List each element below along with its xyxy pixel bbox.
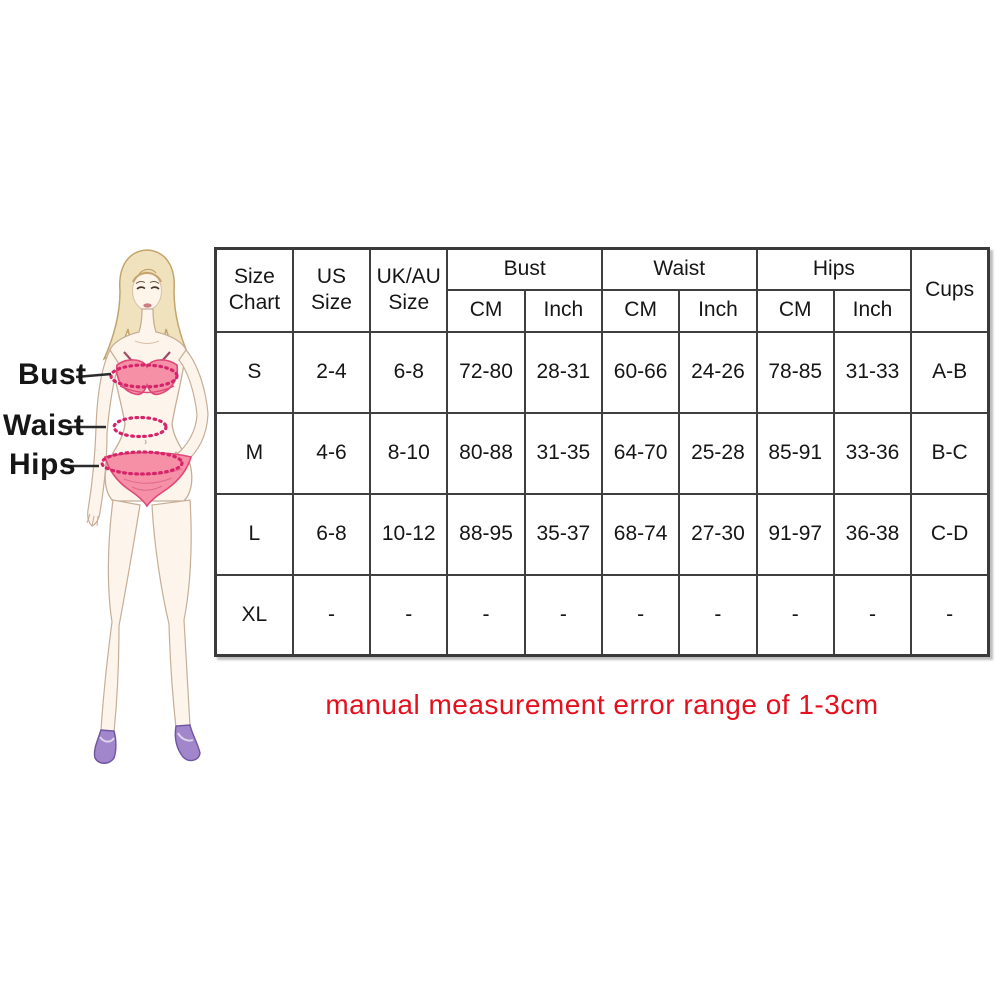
col-header-uk-au-size: UK/AU Size	[369, 247, 449, 333]
cell-waist-cm: 64-70	[600, 411, 681, 495]
cell-hips-cm: 85-91	[755, 411, 835, 495]
cell-bust-cm: 80-88	[446, 411, 526, 495]
col-header-hips-cm: CM	[755, 288, 835, 333]
cell-uk-au: 6-8	[369, 330, 449, 414]
cell-hips-inch: 31-33	[832, 330, 913, 414]
cell-cups: A-B	[910, 330, 990, 414]
left-leg	[100, 499, 141, 733]
bust-leader-line	[75, 372, 112, 379]
cell-us: 6-8	[291, 492, 372, 576]
measurement-note: manual measurement error range of 1-3cm	[325, 689, 879, 720]
right-leg	[151, 499, 192, 729]
cell-waist-inch: -	[678, 573, 758, 657]
cell-uk-au: -	[369, 573, 449, 657]
cell-hips-inch: -	[832, 573, 913, 657]
cell-hips-cm: 78-85	[755, 330, 835, 414]
cell-bust-cm: 88-95	[446, 492, 526, 576]
col-header-bust-inch: Inch	[523, 288, 603, 333]
cell-bust-cm: 72-80	[446, 330, 526, 414]
cell-us: 2-4	[291, 330, 372, 414]
table-row-size-xl: XL - - - - - - - - -	[214, 573, 990, 657]
cell-waist-inch: 24-26	[678, 330, 758, 414]
hips-label: Hips	[9, 448, 77, 481]
cell-hips-inch: 36-38	[832, 492, 913, 576]
waist-label: Waist	[3, 409, 85, 442]
col-header-hips: Hips	[755, 247, 913, 291]
cell-bust-inch: 31-35	[523, 411, 603, 495]
cell-size: L	[214, 492, 294, 576]
header-group-row: Size Chart US Size UK/AU Size Bust Waist…	[214, 247, 990, 333]
cell-waist-cm: -	[600, 573, 681, 657]
col-header-waist: Waist	[600, 247, 758, 291]
col-header-us-size: US Size	[291, 247, 372, 333]
cell-hips-cm: 91-97	[755, 492, 835, 576]
table-row-size-s: S 2-4 6-8 72-80 28-31 60-66 24-26 78-85 …	[214, 330, 990, 414]
cell-cups: B-C	[910, 411, 990, 495]
cell-us: -	[291, 573, 372, 657]
col-header-hips-inch: Inch	[832, 288, 913, 333]
col-header-bust-cm: CM	[446, 288, 526, 333]
cell-bust-inch: 35-37	[523, 492, 603, 576]
table-row-size-m: M 4-6 8-10 80-88 31-35 64-70 25-28 85-91…	[214, 411, 990, 495]
waist-measure-ellipse	[112, 415, 168, 439]
col-header-waist-cm: CM	[600, 288, 681, 333]
eyes	[136, 286, 160, 290]
cell-cups: C-D	[910, 492, 990, 576]
table-row-size-l: L 6-8 10-12 88-95 35-37 68-74 27-30 91-9…	[214, 492, 990, 576]
cell-waist-cm: 60-66	[600, 330, 681, 414]
bust-label: Bust	[18, 358, 87, 391]
cell-cups: -	[910, 573, 990, 657]
lips	[143, 303, 152, 308]
cell-hips-cm: -	[755, 573, 835, 657]
header-unit-row: CM Inch CM Inch CM Inch	[216, 288, 989, 333]
cell-waist-inch: 27-30	[678, 492, 758, 576]
cell-uk-au: 8-10	[369, 411, 449, 495]
col-header-size-chart: Size Chart	[214, 247, 294, 333]
hips-measure-ellipse	[100, 450, 184, 476]
woman-sketch-illustration	[63, 249, 209, 764]
left-shoe	[93, 729, 117, 764]
bust-measure-ellipse	[109, 363, 179, 389]
cell-hips-inch: 33-36	[832, 411, 913, 495]
cell-waist-cm: 68-74	[600, 492, 681, 576]
cell-bust-cm: -	[446, 573, 526, 657]
cell-size: M	[214, 411, 294, 495]
brows	[135, 280, 160, 284]
right-shoe	[174, 724, 201, 762]
cell-us: 4-6	[291, 411, 372, 495]
cell-uk-au: 10-12	[369, 492, 449, 576]
cell-bust-inch: 28-31	[523, 330, 603, 414]
cell-size: S	[214, 330, 294, 414]
col-header-bust: Bust	[446, 247, 603, 291]
col-header-waist-inch: Inch	[678, 288, 758, 333]
size-chart-table: Size Chart US Size UK/AU Size Bust Waist…	[214, 247, 990, 657]
cell-waist-inch: 25-28	[678, 411, 758, 495]
bikini-bottom	[103, 451, 192, 508]
cell-size: XL	[214, 573, 294, 657]
col-header-cups: Cups	[910, 247, 990, 333]
cell-bust-inch: -	[523, 573, 603, 657]
